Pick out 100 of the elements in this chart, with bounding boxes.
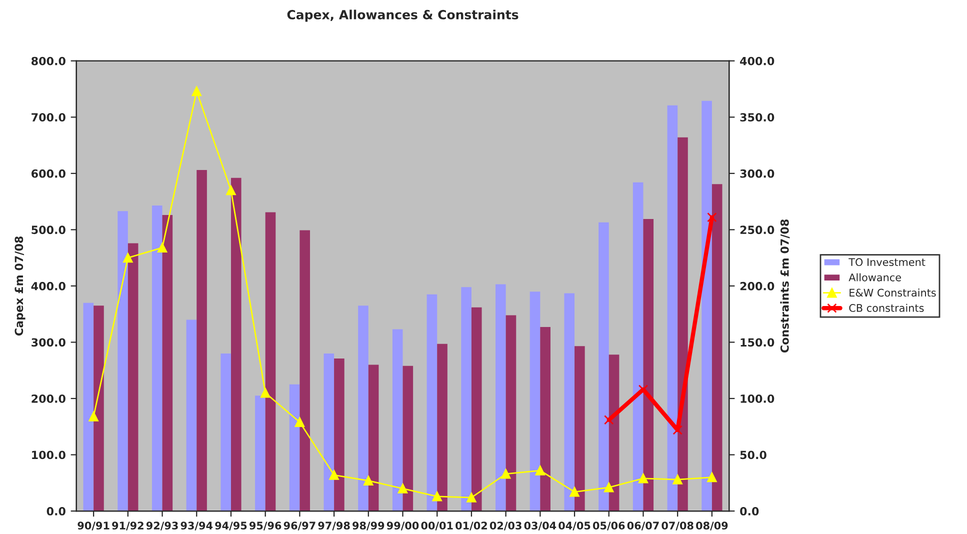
x-tick-label: 04/05 xyxy=(558,522,590,530)
point xyxy=(364,476,374,486)
bar xyxy=(392,329,403,512)
y2-tick-label: 400.0 xyxy=(740,56,774,66)
bar xyxy=(496,284,506,512)
y2-tick-label: 300.0 xyxy=(740,169,774,178)
point xyxy=(329,470,339,480)
point xyxy=(707,472,717,482)
point xyxy=(157,242,168,253)
x-tick-label: 91/92 xyxy=(112,522,144,530)
bar xyxy=(506,315,516,512)
bar xyxy=(128,243,138,512)
x-tick-label: 05/06 xyxy=(592,522,625,530)
point xyxy=(226,185,236,196)
point xyxy=(123,252,133,263)
bar xyxy=(162,215,173,512)
x-tick-label: 92/93 xyxy=(146,522,178,530)
bar xyxy=(265,212,276,512)
x-tick-label: 03/04 xyxy=(524,522,556,530)
point xyxy=(466,492,476,502)
x-tick-label: 06/07 xyxy=(627,522,659,530)
x-tick-label: 00/01 xyxy=(421,522,453,530)
bar xyxy=(186,320,197,512)
x-tick-label: 98/99 xyxy=(352,522,384,530)
bar xyxy=(530,292,540,512)
x-tick-label: 90/91 xyxy=(78,522,110,530)
y-tick-label: 800.0 xyxy=(32,56,66,66)
bar xyxy=(300,230,310,512)
bar xyxy=(608,354,620,512)
y-tick-label: 600.0 xyxy=(32,169,66,178)
y2-tick-label: 350.0 xyxy=(740,113,774,122)
point xyxy=(294,417,305,427)
bar xyxy=(230,178,242,512)
point xyxy=(604,415,614,425)
bar xyxy=(643,218,654,512)
x-tick-label: 08/09 xyxy=(696,522,728,530)
y2-tick-label: 100.0 xyxy=(740,394,774,403)
legend-label: E&W Constraints xyxy=(850,288,936,297)
point xyxy=(570,487,580,497)
bar xyxy=(702,100,712,512)
y-tick-label: 100.0 xyxy=(32,450,66,460)
bar xyxy=(426,294,438,512)
x-tick-label: 02/03 xyxy=(490,522,522,530)
point xyxy=(88,412,98,422)
point xyxy=(432,492,442,502)
bar xyxy=(667,105,678,512)
point xyxy=(192,86,202,96)
y-tick-label: 300.0 xyxy=(32,338,66,347)
bar xyxy=(152,205,162,512)
y-tick-label: 700.0 xyxy=(32,113,66,122)
y2-tick-label: 0.0 xyxy=(740,507,759,516)
bar xyxy=(437,344,448,512)
legend-label: TO Investment xyxy=(848,258,926,266)
point xyxy=(535,466,546,476)
y-tick-label: 0.0 xyxy=(46,507,66,516)
point xyxy=(398,484,408,494)
bar xyxy=(471,307,482,512)
y2-axis-title: Constraints £m 07/08 xyxy=(780,220,790,353)
bar xyxy=(196,170,207,512)
point xyxy=(672,474,682,484)
bar xyxy=(83,302,94,512)
bar xyxy=(368,364,379,512)
bar xyxy=(598,222,609,512)
point xyxy=(707,212,717,222)
legend-label: Allowance xyxy=(848,273,901,282)
bar xyxy=(402,366,414,512)
point xyxy=(260,388,270,398)
x-tick-label: 96/97 xyxy=(284,522,316,530)
x-tick-label: 01/02 xyxy=(456,522,487,530)
bar xyxy=(334,358,344,512)
x-tick-label: 99/00 xyxy=(386,522,419,530)
x-tick-label: 95/96 xyxy=(249,522,282,530)
bar xyxy=(358,306,368,512)
x-tick-label: 93/94 xyxy=(180,522,213,530)
bar xyxy=(540,327,550,512)
bar xyxy=(94,306,104,512)
y2-tick-label: 50.0 xyxy=(740,450,766,460)
x-tick-label: 97/98 xyxy=(318,522,350,530)
legend-label: CB constraints xyxy=(849,304,924,312)
chart-title: Capex, Allowances & Constraints xyxy=(287,10,518,22)
bar xyxy=(324,353,334,512)
bar xyxy=(118,211,128,512)
y-tick-label: 200.0 xyxy=(32,394,66,403)
bar xyxy=(678,137,688,512)
x-tick-label: 07/08 xyxy=(662,522,694,530)
y2-tick-label: 200.0 xyxy=(740,282,774,290)
y-axis-title: Capex £m 07/08 xyxy=(14,236,26,336)
bar xyxy=(461,287,472,512)
bar xyxy=(574,346,585,512)
y-tick-label: 400.0 xyxy=(31,282,66,290)
bar xyxy=(564,293,575,512)
bar xyxy=(712,184,722,512)
bar xyxy=(632,182,644,512)
y-tick-label: 500.0 xyxy=(32,226,66,234)
point xyxy=(604,482,614,492)
y2-tick-label: 250.0 xyxy=(740,226,774,234)
y2-tick-label: 150.0 xyxy=(740,338,774,347)
point xyxy=(638,474,648,484)
point xyxy=(672,425,682,435)
point xyxy=(500,469,511,479)
